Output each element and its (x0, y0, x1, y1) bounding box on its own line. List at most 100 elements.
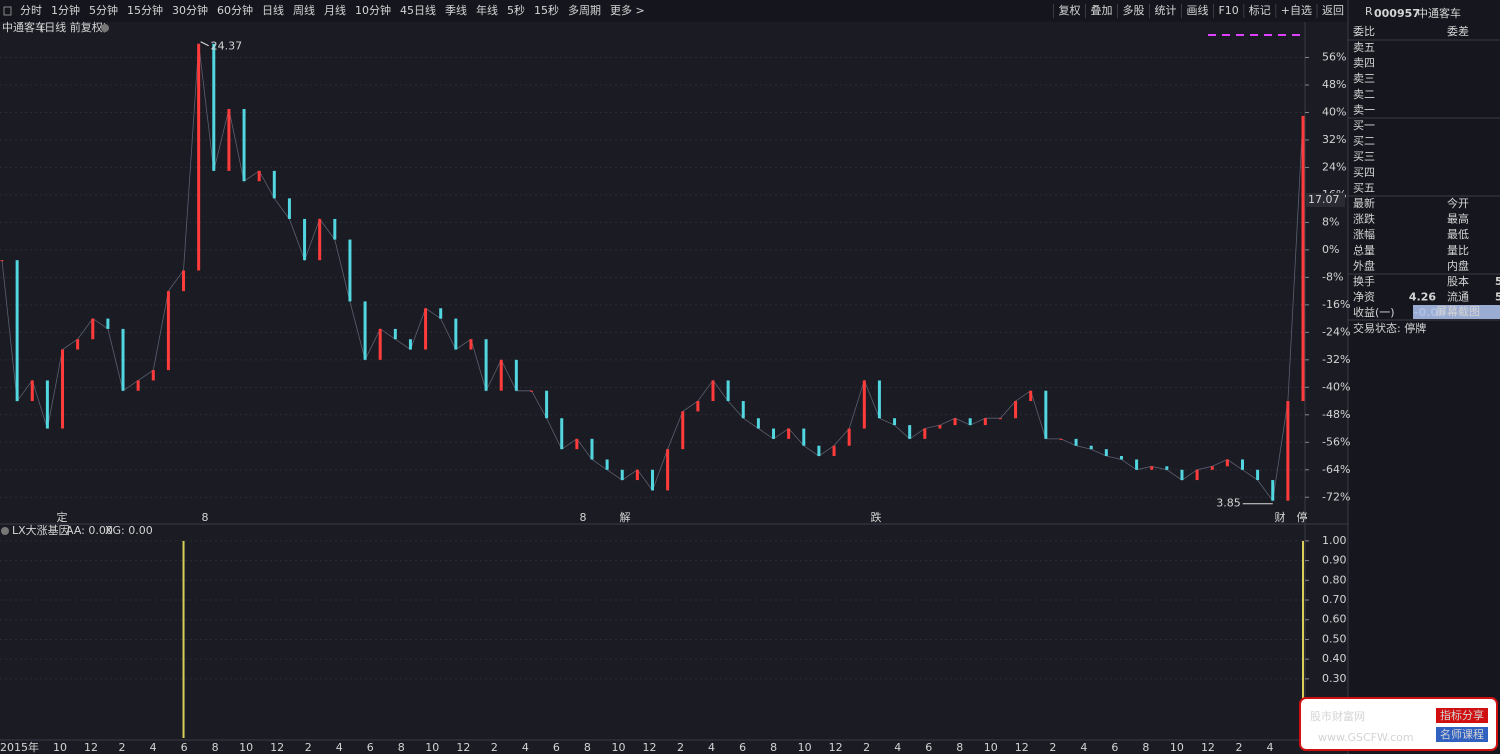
candle (575, 438, 579, 450)
x-tick-label: 12 (829, 741, 843, 754)
x-tick-label: 12 (1015, 741, 1029, 754)
x-tick-label: 6 (1111, 741, 1118, 754)
period-tab[interactable]: 5秒 (507, 3, 525, 17)
ask-label: 卖二 (1353, 88, 1375, 101)
tool-button[interactable]: +自选 (1281, 4, 1312, 17)
candle (862, 380, 866, 429)
indicator-icon[interactable] (1, 527, 9, 535)
candle (1029, 390, 1033, 402)
title-icon[interactable] (101, 24, 109, 32)
candle (968, 418, 972, 426)
period-tab[interactable]: 15秒 (534, 3, 559, 17)
candle (1135, 459, 1139, 470)
candle (696, 401, 700, 412)
period-tab[interactable]: 更多 > (610, 3, 645, 17)
quote-label: 涨跌 (1353, 212, 1375, 226)
candle (212, 43, 216, 171)
x-tick-label: 8 (956, 741, 963, 754)
event-marker[interactable]: 财 (1275, 510, 1286, 524)
tooltip-box (1413, 305, 1500, 319)
candle (287, 198, 291, 219)
watermark-url: www.GSCFW.com (1318, 731, 1414, 744)
period-tab[interactable]: 分时 (20, 4, 42, 17)
candle (408, 339, 412, 350)
event-marker[interactable]: 8 (580, 511, 587, 524)
period-tab[interactable]: 年线 (476, 3, 498, 17)
tool-button[interactable]: 返回 (1322, 4, 1344, 17)
tool-button[interactable]: 复权 (1058, 3, 1080, 17)
ask-label: 卖四 (1353, 57, 1375, 70)
candle (877, 380, 881, 419)
candle (998, 418, 1002, 420)
ask-label: 卖五 (1353, 41, 1375, 54)
period-tab[interactable]: 5分钟 (89, 3, 118, 17)
period-tab[interactable]: 60分钟 (217, 3, 253, 17)
stock-name: 中通客车 (1417, 6, 1461, 20)
candle (514, 359, 518, 391)
candle (0, 260, 4, 262)
period-tab[interactable]: 1分钟 (51, 3, 80, 17)
candle (726, 380, 730, 402)
x-tick-label: 10 (1170, 741, 1184, 754)
candle (787, 428, 791, 439)
y-tick-label: 0.50 (1322, 632, 1347, 645)
x-tick-label: 10 (611, 741, 625, 754)
candle (938, 425, 942, 429)
y-tick-label: -16% (1322, 298, 1350, 311)
period-tab[interactable]: 月线 (324, 3, 346, 17)
x-tick-label: 10 (239, 741, 253, 754)
price-line (1, 43, 1304, 502)
tool-button[interactable]: F10 (1218, 4, 1238, 17)
watermark-tag: 指标分享 (1440, 708, 1484, 722)
tool-button[interactable]: 多股 (1122, 3, 1144, 17)
watermark-title: 股市财富网 (1310, 709, 1365, 723)
candle (681, 411, 685, 450)
period-tab[interactable]: 15分钟 (127, 3, 163, 17)
candle (1119, 456, 1123, 460)
period-tab[interactable]: 多周期 (568, 3, 601, 17)
indicator-legend: XG: 0.00 (105, 524, 153, 537)
period-tab[interactable]: 10分钟 (355, 3, 391, 17)
period-tab[interactable]: 日线 (262, 3, 284, 17)
ask-label: 卖三 (1353, 72, 1375, 85)
event-marker[interactable]: 定 (57, 510, 68, 524)
candle (666, 449, 670, 491)
tool-button[interactable]: 标记 (1249, 3, 1271, 17)
bid-label: 买一 (1353, 119, 1375, 132)
event-marker[interactable]: 跌 (871, 510, 882, 524)
fund-label: 收益(一) (1353, 305, 1395, 319)
candle (832, 445, 836, 457)
tag-bg (1436, 708, 1488, 723)
tool-button[interactable]: 统计 (1154, 4, 1176, 17)
indicator-bar (182, 540, 185, 738)
x-tick-label: 6 (367, 741, 374, 754)
y-tick-label: -48% (1322, 408, 1350, 421)
event-marker[interactable]: 停 (1297, 510, 1308, 524)
panel-header: 委比 (1353, 25, 1375, 38)
period-tab[interactable]: 季线 (445, 3, 467, 17)
x-tick-label: 2 (1049, 741, 1056, 754)
candle (817, 445, 821, 457)
candle (454, 318, 458, 350)
tool-button[interactable]: 画线 (1186, 3, 1208, 17)
candle (651, 469, 654, 491)
period-tab[interactable]: 45日线 (400, 3, 436, 17)
x-tick-label: 4 (522, 741, 529, 754)
candle (227, 109, 231, 171)
x-tick-label: 8 (770, 741, 777, 754)
quote-label: 外盘 (1353, 258, 1375, 272)
candle (635, 469, 639, 481)
event-marker[interactable]: 解 (620, 510, 631, 524)
fund-label: 换手 (1353, 274, 1375, 288)
event-marker[interactable]: 8 (202, 511, 209, 524)
period-tab[interactable]: 30分钟 (172, 3, 208, 17)
bid-label: 买五 (1353, 181, 1375, 194)
tool-button[interactable]: 叠加 (1090, 4, 1112, 17)
menu-icon[interactable] (3, 6, 12, 16)
candle (1150, 466, 1154, 470)
candle (318, 218, 322, 261)
y-tick-label: 0.80 (1322, 573, 1347, 586)
candle (197, 43, 201, 271)
period-tab[interactable]: 周线 (293, 3, 315, 17)
